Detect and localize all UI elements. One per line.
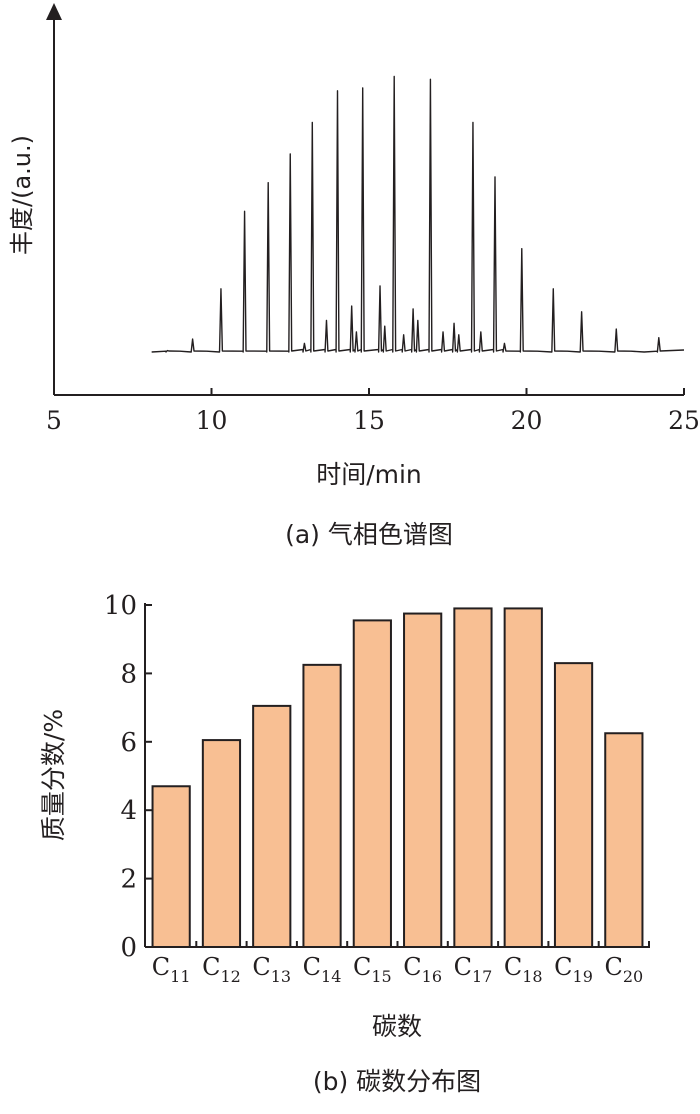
y-axis-arrow-icon: [46, 3, 62, 20]
tick-subscript: 14: [321, 967, 341, 986]
y-tick-label: 2: [120, 865, 137, 895]
tick-base: C: [504, 953, 522, 981]
chart-caption: (a) 气相色谱图: [285, 520, 453, 549]
bar-C14: [302, 663, 342, 948]
tick-subscript: 13: [271, 967, 291, 986]
x-tick-label: C11: [152, 953, 191, 986]
bar-C20: [604, 732, 644, 948]
bar-C15: [352, 619, 392, 948]
y-axis-label: 质量分数/%: [39, 709, 68, 841]
y-tick-label: 6: [120, 728, 137, 758]
bar-C18: [503, 607, 543, 948]
chromatogram-trace: [151, 75, 685, 353]
tick-base: C: [554, 953, 572, 981]
x-tick-label: 10: [196, 406, 228, 435]
x-tick-label: C15: [353, 953, 392, 986]
x-tick-label: 25: [668, 406, 700, 435]
x-tick-label: C19: [554, 953, 593, 986]
x-tick-label: C16: [403, 953, 442, 986]
tick-base: C: [604, 953, 622, 981]
x-axis-ticks: 5 10 15 20 25: [46, 388, 700, 435]
y-tick-label: 4: [120, 796, 137, 826]
y-axis-label: 丰度/(a.u.): [8, 135, 36, 255]
bar-C16: [403, 612, 443, 948]
tick-base: C: [252, 953, 270, 981]
bar-C19: [553, 662, 594, 948]
x-tick-label: C17: [454, 953, 493, 986]
tick-subscript: 11: [170, 967, 190, 986]
y-tick-label: 10: [104, 591, 137, 621]
x-tick-label: C18: [504, 953, 543, 986]
bar-C13: [252, 704, 292, 949]
tick-subscript: 19: [573, 967, 593, 986]
tick-base: C: [202, 953, 220, 981]
x-tick-label: C20: [604, 953, 643, 986]
chromatogram-panel: 5 10 15 20 25 丰度/(a.u.) 时间/min (a) 气相色谱图: [8, 3, 700, 549]
tick-subscript: 17: [472, 967, 492, 986]
tick-subscript: 18: [522, 967, 542, 986]
tick-subscript: 20: [623, 967, 643, 986]
x-axis-ticks: C11 C12 C13 C14 C15 C16 C17 C18 C19 C20: [152, 941, 650, 986]
tick-base: C: [403, 953, 421, 981]
tick-base: C: [353, 953, 371, 981]
tick-subscript: 16: [422, 967, 442, 986]
x-tick-label: C14: [303, 953, 342, 986]
y-axis-ticks: 0 2 4 6 8 10: [104, 591, 152, 963]
y-tick-label: 0: [120, 933, 137, 963]
bar-C12: [201, 739, 242, 949]
tick-subscript: 12: [220, 967, 240, 986]
x-tick-label: C12: [202, 953, 241, 986]
x-axis-label: 碳数: [372, 1012, 422, 1041]
tick-base: C: [303, 953, 321, 981]
bar-C11: [151, 785, 191, 949]
x-tick-label: 20: [511, 406, 543, 435]
tick-base: C: [454, 953, 472, 981]
y-tick-label: 8: [120, 659, 137, 689]
x-tick-label: 5: [46, 406, 62, 435]
x-axis-label: 时间/min: [316, 460, 422, 489]
x-tick-label: 15: [353, 406, 385, 435]
chart-caption: (b) 碳数分布图: [313, 1067, 481, 1096]
tick-subscript: 15: [371, 967, 391, 986]
bars: [151, 607, 644, 949]
bar-C17: [453, 607, 493, 948]
x-tick-label: C13: [252, 953, 291, 986]
tick-base: C: [152, 953, 170, 981]
